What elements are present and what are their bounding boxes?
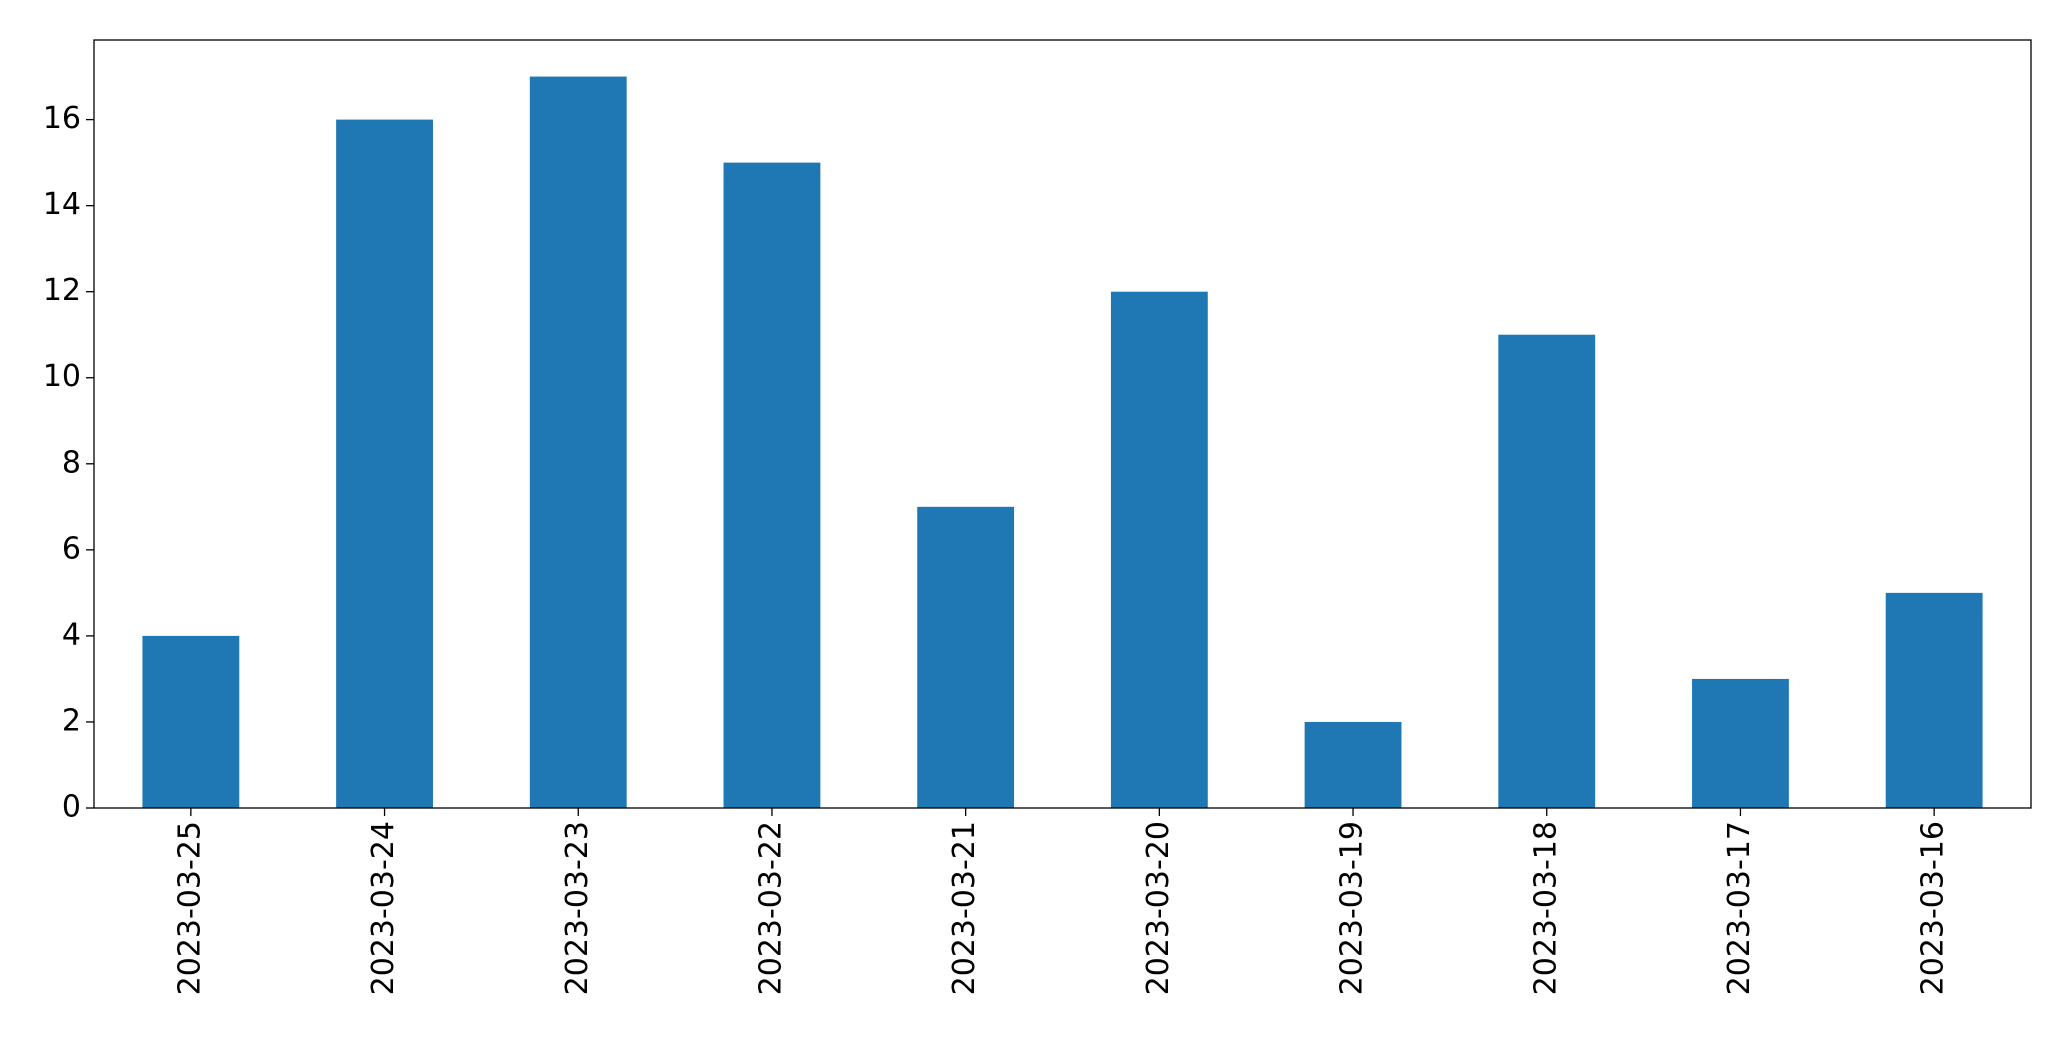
x-tick-label: 2023-03-22 — [753, 821, 788, 995]
y-tick-label: 12 — [43, 273, 81, 308]
bar — [917, 506, 1015, 808]
y-tick-label: 0 — [62, 790, 81, 825]
x-tick-label: 2023-03-16 — [1916, 821, 1951, 995]
y-tick-label: 2 — [62, 703, 81, 738]
bar — [1110, 291, 1208, 808]
x-tick-label: 2023-03-18 — [1528, 821, 1563, 995]
bar — [1885, 592, 1983, 808]
x-tick-label: 2023-03-25 — [172, 821, 207, 995]
bar — [142, 635, 240, 808]
plot-frame — [93, 39, 2032, 809]
bar — [1498, 334, 1596, 808]
bar — [336, 119, 433, 809]
x-tick-label: 2023-03-20 — [1141, 821, 1176, 995]
bar — [529, 76, 627, 809]
bar — [1692, 678, 1789, 808]
y-tick-label: 8 — [62, 445, 81, 480]
bar — [1304, 721, 1402, 808]
x-tick-label: 2023-03-17 — [1722, 821, 1757, 995]
x-tick-label: 2023-03-23 — [560, 821, 595, 995]
y-tick-label: 10 — [43, 359, 81, 394]
y-tick-label: 14 — [43, 187, 81, 222]
y-tick-label: 6 — [62, 531, 81, 566]
y-tick-label: 4 — [62, 617, 81, 652]
y-tick-label: 16 — [43, 101, 81, 136]
x-tick-label: 2023-03-24 — [366, 821, 401, 995]
x-tick-label: 2023-03-21 — [947, 821, 982, 995]
bar — [723, 162, 821, 809]
x-tick-label: 2023-03-19 — [1335, 821, 1370, 995]
